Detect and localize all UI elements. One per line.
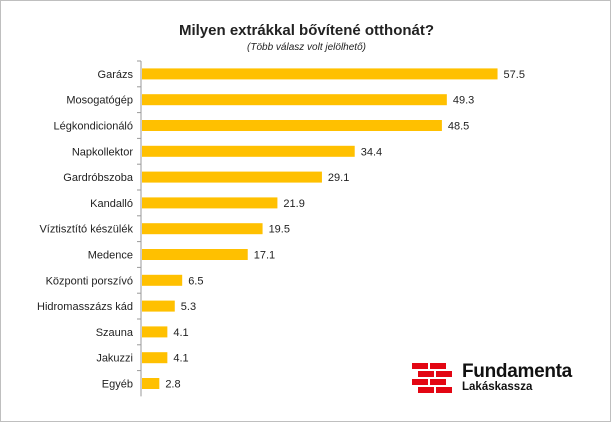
logo-mark-brick [430, 363, 446, 369]
category-label: Központi porszívó [46, 275, 133, 287]
bar [142, 274, 183, 286]
bar [142, 197, 278, 209]
bar [142, 249, 248, 260]
value-label: 2.8 [165, 379, 180, 391]
value-label: 4.1 [173, 353, 188, 365]
category-label: Egyéb [102, 379, 133, 391]
bar [142, 352, 168, 364]
bar [142, 171, 322, 183]
category-label: Szauna [96, 327, 134, 339]
value-label: 19.5 [269, 224, 290, 236]
fundamenta-logo: Fundamenta Lakáskassza [410, 360, 600, 400]
logo-mark-brick [412, 379, 428, 385]
value-label: 21.9 [283, 198, 304, 210]
category-label: Víztisztító készülék [39, 224, 133, 236]
logo-mark-brick [418, 371, 434, 377]
logo-name: Fundamenta [462, 361, 572, 382]
value-label: 6.5 [188, 275, 203, 287]
logo-mark-brick [412, 363, 428, 369]
category-label: Gardróbszoba [63, 172, 134, 184]
chart-title: Milyen extrákkal bővítené otthonát? [178, 22, 435, 39]
value-label: 29.1 [328, 172, 349, 184]
category-label: Medence [88, 250, 133, 262]
value-label: 4.1 [173, 327, 188, 339]
logo-mark-brick [418, 387, 434, 393]
bar [142, 120, 442, 131]
bar [142, 145, 355, 157]
category-label: Kandalló [90, 198, 133, 210]
category-label: Légkondicionáló [53, 121, 133, 133]
bar [142, 223, 263, 235]
value-label: 49.3 [453, 95, 474, 107]
value-label: 48.5 [448, 121, 469, 133]
category-label: Mosogatógép [66, 95, 133, 107]
bar [142, 300, 175, 312]
category-label: Hidromasszázs kád [37, 301, 133, 313]
logo-mark-brick [436, 371, 452, 377]
category-label: Napkollektor [72, 146, 133, 158]
logo-mark-brick [436, 387, 452, 393]
logo-subname: Lakáskassza [462, 381, 533, 393]
bar [142, 326, 168, 338]
value-label: 5.3 [181, 301, 196, 313]
logo-mark-brick [430, 379, 446, 385]
value-label: 17.1 [254, 250, 275, 262]
bar [142, 68, 498, 80]
category-label: Garázs [98, 69, 134, 81]
category-label: Jakuzzi [96, 353, 133, 365]
logo-mark-icon [412, 363, 452, 393]
chart-subtitle: (Több válasz volt jelölhető) [247, 42, 366, 53]
value-label: 57.5 [504, 69, 525, 81]
bar [142, 94, 447, 106]
bar [142, 378, 160, 389]
value-label: 34.4 [361, 146, 382, 158]
